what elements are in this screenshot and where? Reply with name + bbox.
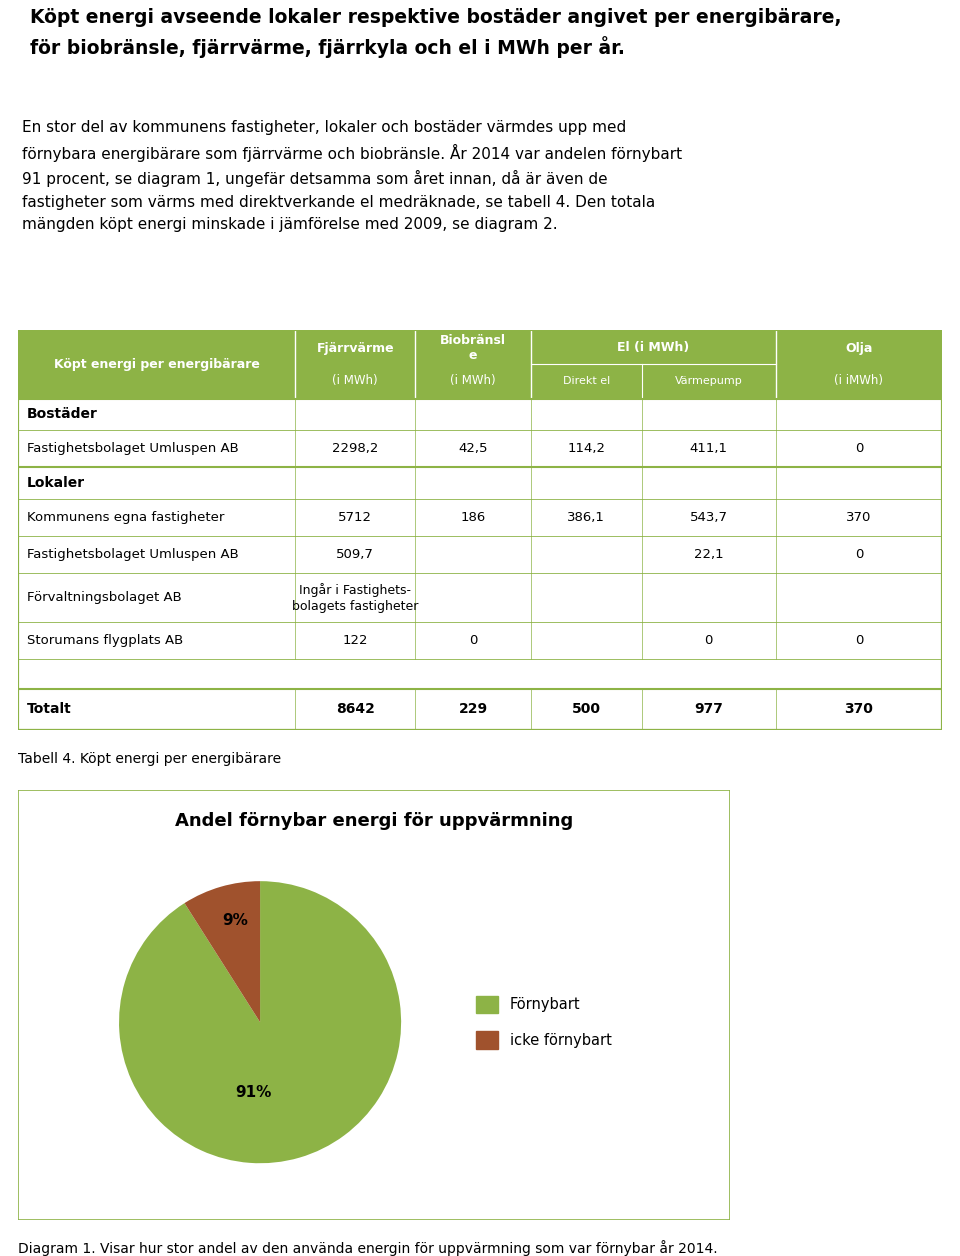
Text: Andel förnybar energi för uppvärmning: Andel förnybar energi för uppvärmning — [175, 811, 573, 829]
Text: 2298,2: 2298,2 — [332, 442, 378, 455]
Text: Fjärrvärme: Fjärrvärme — [317, 342, 394, 354]
Text: Totalt: Totalt — [27, 702, 72, 716]
Text: 370: 370 — [845, 702, 874, 716]
Text: El (i MWh): El (i MWh) — [617, 340, 689, 354]
Text: 500: 500 — [572, 702, 601, 716]
Text: 186: 186 — [461, 511, 486, 524]
Text: Biobränsl
e: Biobränsl e — [440, 334, 506, 362]
Text: (i MWh): (i MWh) — [332, 374, 378, 387]
Text: (i MWh): (i MWh) — [450, 374, 496, 387]
Text: 114,2: 114,2 — [567, 442, 605, 455]
Text: 8642: 8642 — [336, 702, 374, 716]
Text: En stor del av kommunens fastigheter, lokaler och bostäder värmdes upp med
förny: En stor del av kommunens fastigheter, lo… — [22, 121, 683, 232]
Text: 0: 0 — [854, 634, 863, 647]
Text: Värmepump: Värmepump — [675, 377, 743, 387]
Text: 0: 0 — [468, 634, 477, 647]
Text: 0: 0 — [854, 548, 863, 561]
Text: Fastighetsbolaget Umluspen AB: Fastighetsbolaget Umluspen AB — [27, 442, 239, 455]
Text: 509,7: 509,7 — [336, 548, 374, 561]
Text: 386,1: 386,1 — [567, 511, 605, 524]
Text: Tabell 4. Köpt energi per energibärare: Tabell 4. Köpt energi per energibärare — [18, 752, 281, 766]
Text: 0: 0 — [854, 442, 863, 455]
Text: Fastighetsbolaget Umluspen AB: Fastighetsbolaget Umluspen AB — [27, 548, 239, 561]
Text: Olja: Olja — [845, 342, 873, 354]
Text: Köpt energi avseende lokaler respektive bostäder angivet per energibärare,
för b: Köpt energi avseende lokaler respektive … — [30, 8, 842, 58]
Text: Förvaltningsbolaget AB: Förvaltningsbolaget AB — [27, 592, 182, 604]
Bar — [18, 330, 942, 398]
Text: 229: 229 — [459, 702, 488, 716]
Text: Kommunens egna fastigheter: Kommunens egna fastigheter — [27, 511, 225, 524]
Text: 42,5: 42,5 — [458, 442, 488, 455]
Text: Bostäder: Bostäder — [27, 407, 98, 421]
Text: 977: 977 — [694, 702, 723, 716]
Text: (i iMWh): (i iMWh) — [834, 374, 883, 387]
Text: Direkt el: Direkt el — [563, 377, 610, 387]
Text: 543,7: 543,7 — [689, 511, 728, 524]
Text: 5712: 5712 — [338, 511, 372, 524]
Text: Ingår i Fastighets-
bolagets fastigheter: Ingår i Fastighets- bolagets fastigheter — [292, 583, 419, 613]
Text: Lokaler: Lokaler — [27, 476, 85, 490]
Text: 22,1: 22,1 — [694, 548, 724, 561]
Text: 122: 122 — [343, 634, 368, 647]
Text: 0: 0 — [705, 634, 713, 647]
Text: Köpt energi per energibärare: Köpt energi per energibärare — [54, 358, 259, 371]
Text: 411,1: 411,1 — [689, 442, 728, 455]
Text: Diagram 1. Visar hur stor andel av den använda energin för uppvärmning som var f: Diagram 1. Visar hur stor andel av den a… — [18, 1240, 718, 1256]
Text: 370: 370 — [846, 511, 872, 524]
Text: Storumans flygplats AB: Storumans flygplats AB — [27, 634, 183, 647]
